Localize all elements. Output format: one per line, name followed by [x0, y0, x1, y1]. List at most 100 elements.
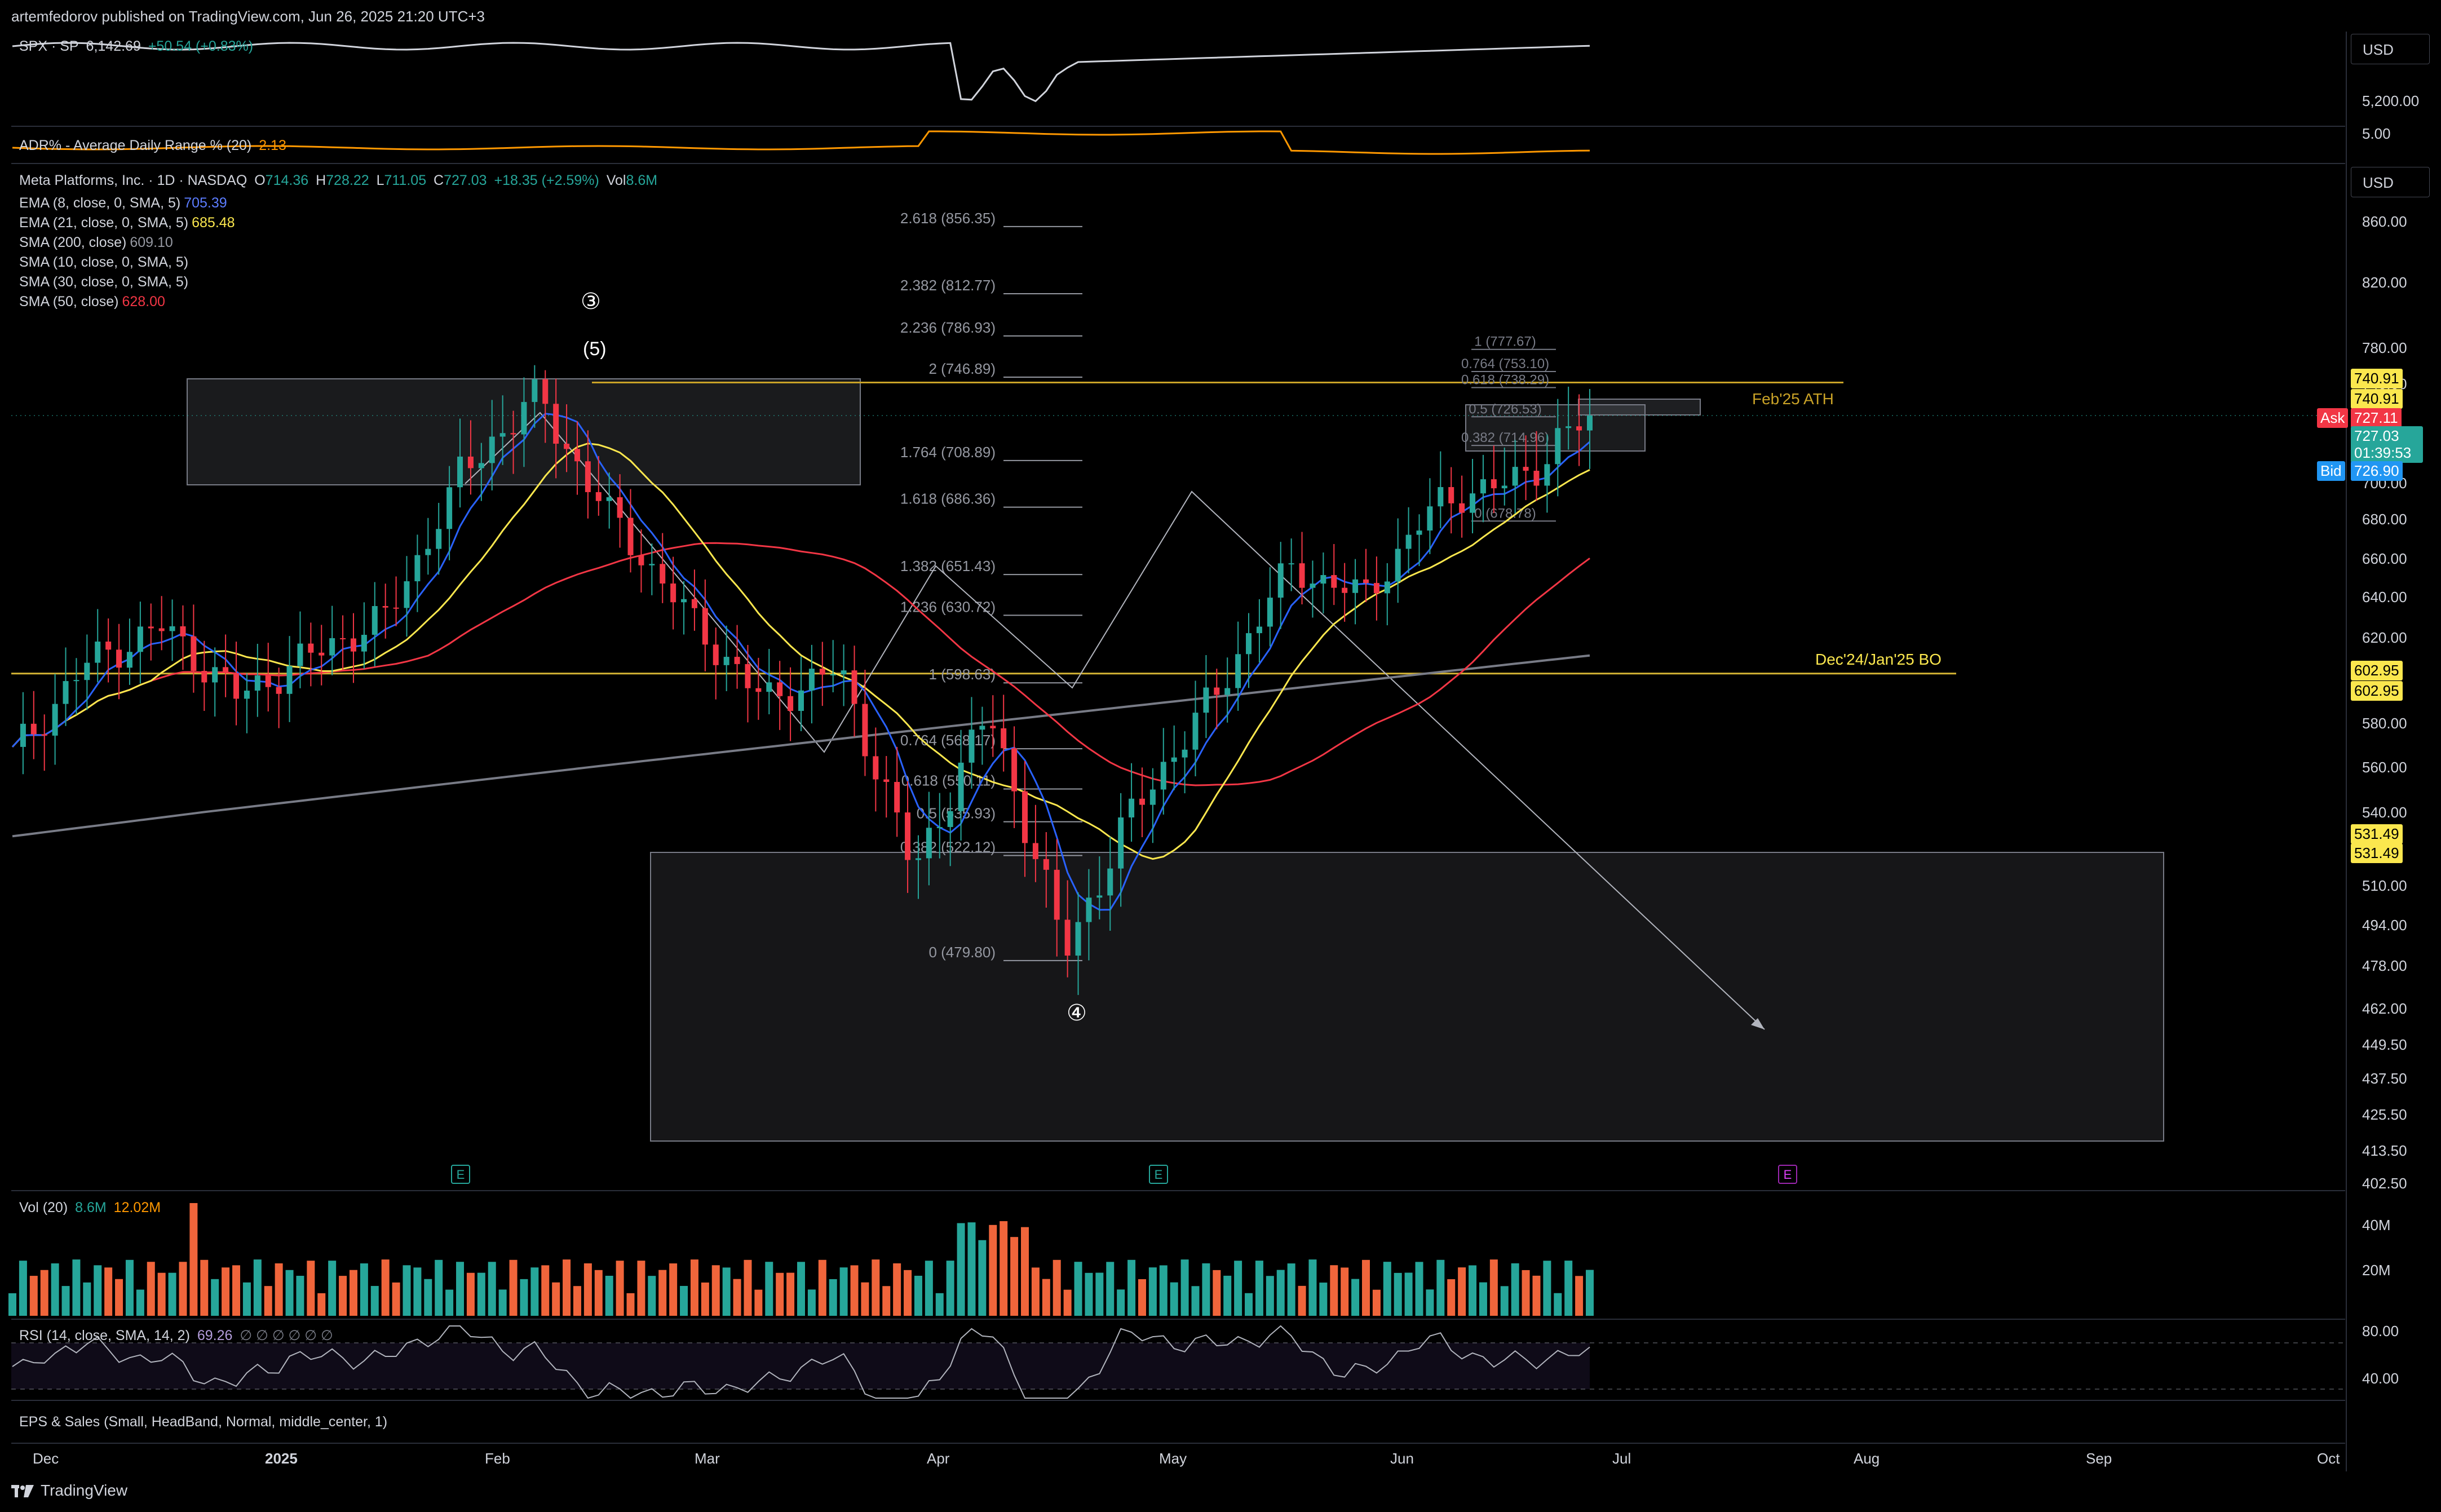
- footer-brand: TradingView: [41, 1482, 128, 1499]
- time-axis-label: May: [1159, 1450, 1187, 1467]
- indicator-sma10[interactable]: SMA (10, close, 0, SMA, 5): [19, 253, 661, 272]
- rsi-title[interactable]: RSI (14, close, SMA, 14, 2): [19, 1328, 190, 1343]
- volume-bar: [1234, 1261, 1242, 1316]
- candle-body: [595, 492, 602, 501]
- candle-body: [276, 687, 282, 694]
- volume-bar: [1319, 1283, 1328, 1316]
- candle-body: [457, 456, 463, 488]
- fib-level-label: 0.5 (726.53): [1469, 401, 1541, 417]
- candle-body: [1107, 868, 1113, 896]
- time-axis-label: Dec: [33, 1450, 59, 1467]
- candle-body: [926, 828, 932, 859]
- earnings-upcoming-icon[interactable]: E: [1778, 1165, 1797, 1184]
- volume-bar: [1191, 1286, 1200, 1316]
- candle-body: [1118, 817, 1124, 869]
- dec-bo-annotation[interactable]: Dec'24/Jan'25 BO: [1815, 651, 1942, 668]
- volume-bar: [1372, 1289, 1381, 1316]
- volume-bar: [296, 1276, 304, 1316]
- candle-body: [95, 642, 101, 663]
- volume-bar: [1383, 1262, 1391, 1316]
- vol-title[interactable]: Vol (20): [19, 1200, 68, 1215]
- volume-bar: [658, 1270, 667, 1316]
- indicator-sma30[interactable]: SMA (30, close, 0, SMA, 5): [19, 272, 661, 292]
- volume-bar: [307, 1261, 315, 1316]
- volume-bar: [1436, 1259, 1445, 1316]
- spx-title[interactable]: SPX · SP: [19, 38, 79, 54]
- candle-body: [1342, 587, 1348, 593]
- candle-body: [755, 688, 762, 692]
- volume-bar: [1543, 1261, 1551, 1316]
- volume-bar: [242, 1282, 251, 1316]
- indicator-sma200[interactable]: SMA (200, close) 609.10: [19, 233, 661, 253]
- candle-body: [41, 734, 47, 736]
- candle-body: [286, 666, 293, 694]
- l-label: L: [376, 173, 384, 188]
- volume-bar: [1180, 1259, 1189, 1316]
- candle-body: [105, 642, 112, 650]
- candle-body: [191, 636, 197, 671]
- eps-legend[interactable]: EPS & Sales (Small, HeadBand, Normal, mi…: [19, 1414, 388, 1430]
- earnings-icon[interactable]: E: [451, 1165, 470, 1184]
- fib-level-label: 1.764 (708.89): [900, 444, 996, 461]
- volume-bar: [1469, 1265, 1477, 1316]
- feb-ath-annotation[interactable]: Feb'25 ATH: [1752, 390, 1834, 408]
- candle-body: [254, 675, 260, 691]
- volume-bar: [8, 1293, 16, 1316]
- indicator-sma50[interactable]: SMA (50, close) 628.00: [19, 292, 661, 312]
- candle-body: [1523, 467, 1529, 471]
- main-currency-button[interactable]: USD: [2351, 167, 2430, 197]
- candle-body: [1438, 487, 1444, 507]
- volume-bar: [690, 1259, 698, 1316]
- indicator-ema8[interactable]: EMA (8, close, 0, SMA, 5) 705.39: [19, 193, 661, 213]
- candle-body: [1054, 869, 1060, 920]
- volume-bar: [275, 1263, 283, 1316]
- volume-bar: [1447, 1279, 1456, 1316]
- bid-price-tag: 726.90: [2351, 461, 2403, 481]
- candle-body: [1416, 530, 1422, 535]
- volume-bar: [1341, 1267, 1349, 1316]
- vol-axis-40m: 40M: [2362, 1217, 2391, 1234]
- volume-bar: [765, 1262, 773, 1316]
- rsi-value: 69.26: [197, 1328, 233, 1343]
- volume-bar: [744, 1259, 752, 1316]
- spx-currency-button[interactable]: USD: [2351, 34, 2430, 64]
- adr-title[interactable]: ADR% - Average Daily Range % (20): [19, 138, 252, 153]
- candle-body: [883, 779, 890, 782]
- fib-level-label: 0.764 (753.10): [1461, 356, 1549, 372]
- candle-body: [1086, 898, 1092, 922]
- volume-bar: [136, 1289, 144, 1316]
- volume-bar: [583, 1263, 592, 1316]
- volume-bar: [477, 1272, 485, 1316]
- volume-bar: [413, 1267, 422, 1316]
- candle-body: [361, 635, 367, 652]
- spx-legend: SPX · SP 6,142.69 +50.54 (+0.83%): [19, 38, 257, 55]
- candle-body: [1373, 583, 1379, 594]
- candle-body: [1246, 633, 1252, 655]
- volume-bar: [83, 1282, 91, 1316]
- fib-level-label: 2.618 (856.35): [900, 210, 996, 227]
- price-axis-label: 680.00: [2362, 511, 2407, 528]
- ask-label: Ask: [2317, 408, 2349, 428]
- price-axis-label: 640.00: [2362, 589, 2407, 605]
- candle-body: [1405, 534, 1412, 549]
- volume-bar: [285, 1270, 294, 1316]
- indicator-ema21[interactable]: EMA (21, close, 0, SMA, 5) 685.48: [19, 213, 661, 233]
- volume-bar: [488, 1262, 496, 1316]
- volume-bar: [189, 1203, 198, 1316]
- wave-4-label[interactable]: ④: [1067, 1001, 1087, 1025]
- candle-body: [446, 487, 453, 529]
- candle-body: [489, 436, 495, 463]
- volume-bar: [211, 1279, 219, 1316]
- wave-3-label[interactable]: ③: [581, 289, 601, 314]
- candle-body: [691, 599, 697, 608]
- fib-level-label: 0.382 (714.96): [1461, 430, 1549, 445]
- wave-5-label[interactable]: (5): [583, 338, 607, 360]
- candle-body: [63, 681, 69, 704]
- earnings-icon[interactable]: E: [1149, 1165, 1168, 1184]
- candle-body: [265, 675, 271, 687]
- volume-bar: [1031, 1267, 1040, 1316]
- candle-body: [84, 662, 90, 680]
- symbol-title[interactable]: Meta Platforms, Inc. · 1D · NASDAQ: [19, 173, 247, 188]
- volume-bar: [381, 1259, 390, 1316]
